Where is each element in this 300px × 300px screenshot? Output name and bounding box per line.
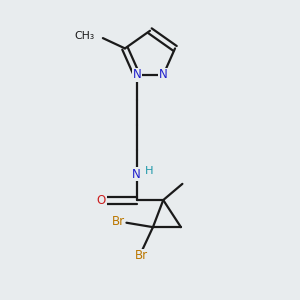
Text: CH₃: CH₃ — [74, 31, 94, 41]
Text: H: H — [145, 166, 153, 176]
Text: O: O — [97, 194, 106, 207]
Text: N: N — [132, 68, 141, 81]
Text: Br: Br — [112, 215, 125, 228]
Text: N: N — [159, 68, 168, 81]
Text: Br: Br — [135, 249, 148, 262]
Text: N: N — [132, 168, 140, 181]
